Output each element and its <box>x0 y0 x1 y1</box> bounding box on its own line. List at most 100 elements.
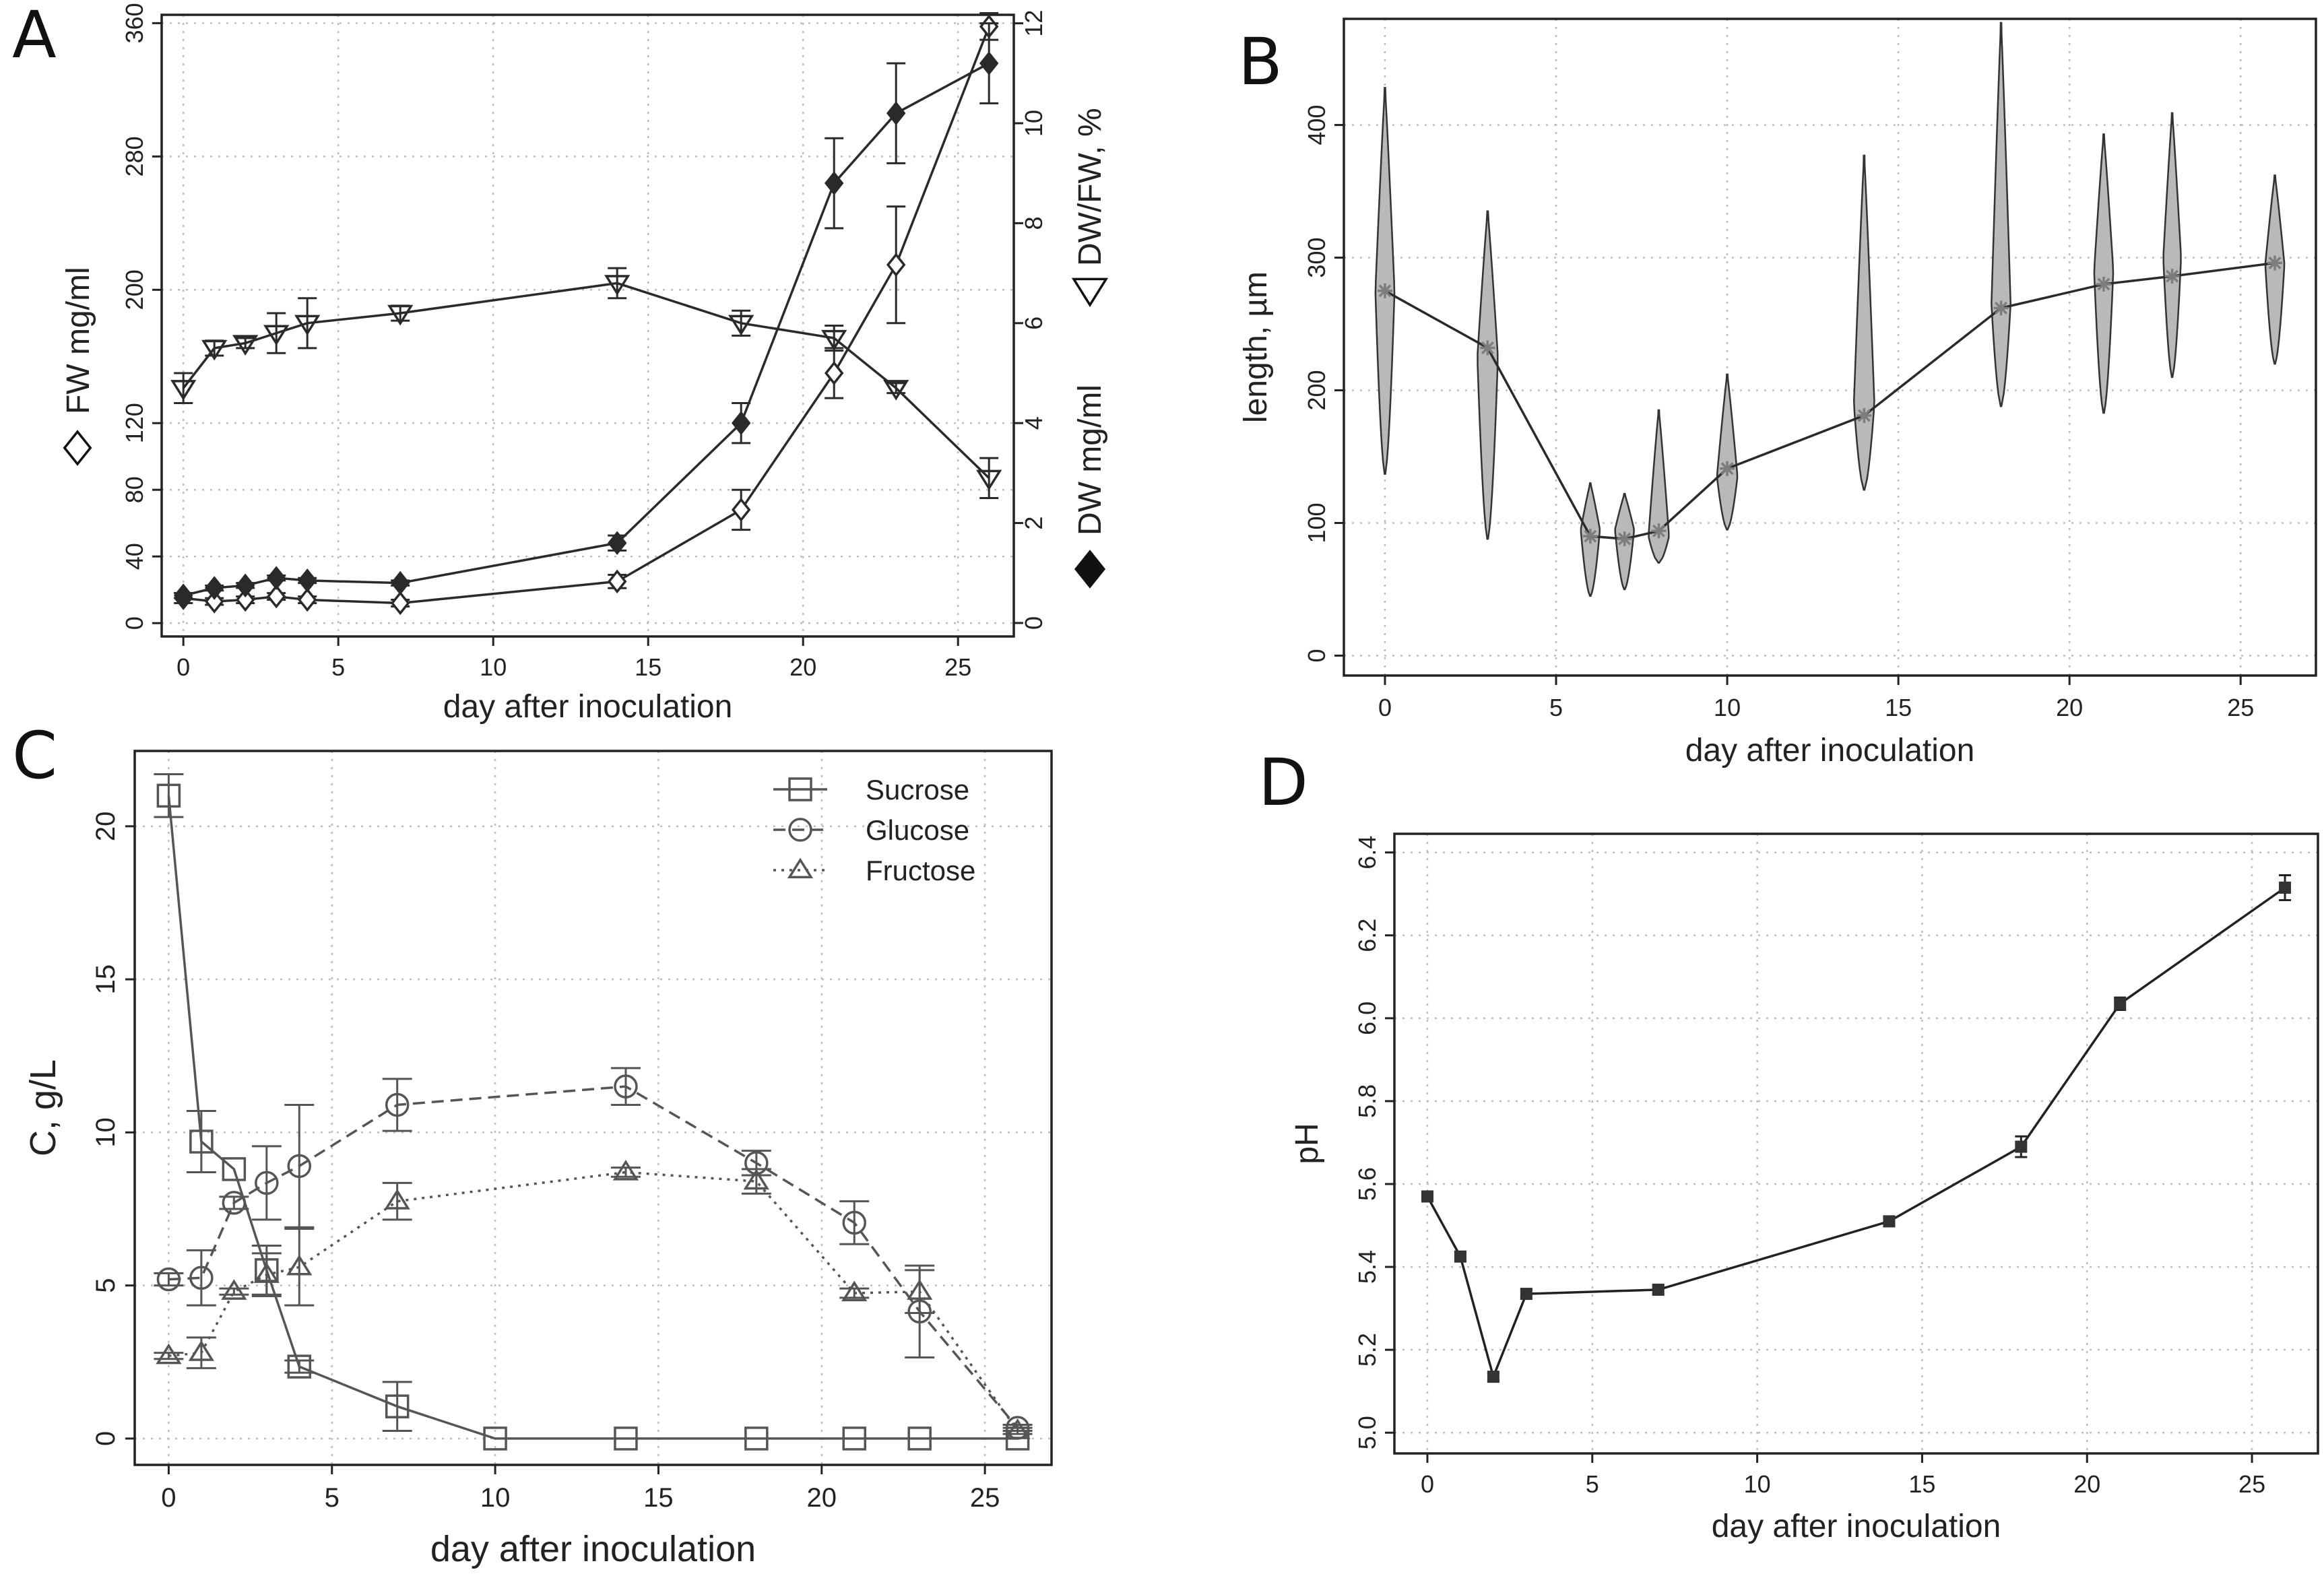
data-point <box>263 325 290 346</box>
mean-marker-stroke <box>2268 256 2282 269</box>
mean-marker <box>2267 255 2283 271</box>
legend-dw-icon <box>1074 550 1106 589</box>
data-point <box>387 304 414 326</box>
x-tick-label: 10 <box>480 1483 511 1513</box>
data-point <box>824 361 844 385</box>
panel-a-chart: 0 5 10 15 20 25 0 40 80 120 200 280 360 0 2 4 6 8 10 12 day … <box>61 3 1109 725</box>
panel-d-chart: 0 5 10 15 20 25 5.0 5.2 5.4 5.6 5.8 6.0 6.2 6.4 day af… <box>1289 832 2319 1544</box>
y-tick-label: 5.2 <box>1353 1333 1381 1367</box>
y-left-axis-title: FW mg/ml <box>61 267 96 414</box>
data-point <box>204 589 224 614</box>
data-point <box>156 783 181 808</box>
mean-marker <box>2096 276 2111 292</box>
x-tick-label: 0 <box>1378 694 1392 721</box>
violin <box>1991 22 2012 407</box>
x-axis-title: day after inoculation <box>430 1529 756 1569</box>
data-point <box>886 253 906 277</box>
legend-marker <box>788 777 812 801</box>
legend-label: Sucrose <box>866 774 969 806</box>
data-point <box>614 1074 638 1098</box>
x-tick-label: 20 <box>807 1483 837 1513</box>
data-point <box>297 587 317 612</box>
data-point <box>728 315 754 336</box>
plot-frame <box>160 13 1015 638</box>
legend-label: Fructose <box>866 855 975 886</box>
data-point <box>286 1254 313 1276</box>
violin <box>1648 409 1670 564</box>
x-tick-label: 25 <box>2238 1470 2265 1498</box>
y-tick-label: 20 <box>91 812 121 842</box>
x-tick-label: 5 <box>331 653 345 681</box>
mean-marker <box>2164 269 2180 284</box>
legend-ratio-icon <box>1071 277 1109 308</box>
data-point <box>266 566 286 590</box>
violin <box>2093 133 2115 414</box>
data-point <box>1421 1190 1433 1203</box>
x-tick-label: 5 <box>1586 1470 1599 1498</box>
y-right-tick-label: 10 <box>1020 110 1047 137</box>
data-point <box>235 587 255 612</box>
y-tick-label: 6.4 <box>1353 836 1381 869</box>
panel-label-d: D <box>1258 745 1308 820</box>
data-point <box>222 1191 247 1215</box>
y-tick-label: 5.6 <box>1353 1167 1381 1201</box>
data-point <box>614 1426 638 1451</box>
y-tick-label: 400 <box>1303 105 1330 145</box>
mean-marker <box>1377 283 1392 298</box>
y-tick-label: 200 <box>1303 370 1330 410</box>
y-tick-label: 5 <box>91 1278 121 1293</box>
mean-marker <box>1993 300 2009 316</box>
data-point <box>841 1280 868 1302</box>
data-point <box>2015 1140 2028 1153</box>
mean-marker <box>1480 340 1495 356</box>
data-point <box>483 1426 507 1451</box>
data-point <box>731 411 751 435</box>
data-point <box>156 1267 181 1292</box>
legend-marker <box>788 818 812 842</box>
x-tick-label: 20 <box>2073 1470 2100 1498</box>
y-left-tick-label: 0 <box>121 616 148 630</box>
mean-marker-stroke <box>1720 462 1734 475</box>
y-right-tick-label: 12 <box>1020 10 1047 37</box>
panel-label-b: B <box>1238 24 1283 100</box>
y-axis-title: pH <box>1289 1123 1325 1164</box>
x-tick-label: 5 <box>1549 694 1563 721</box>
x-tick-label: 20 <box>2056 694 2083 721</box>
data-point <box>883 380 909 401</box>
data-point <box>612 1159 639 1181</box>
y-tick-label: 100 <box>1303 502 1330 543</box>
y-right-tick-label: 2 <box>1020 517 1047 530</box>
data-point <box>976 469 1002 491</box>
plot-frame <box>133 750 1053 1466</box>
x-tick-label: 5 <box>325 1483 340 1513</box>
x-tick-label: 15 <box>1885 694 1912 721</box>
y-right-tick-label: 6 <box>1020 317 1047 330</box>
x-tick-label: 25 <box>2227 694 2254 721</box>
y-left-tick-label: 120 <box>121 403 148 443</box>
data-point <box>385 1394 410 1418</box>
series-line-2 <box>168 1171 1019 1432</box>
mean-line <box>1384 261 2275 540</box>
data-point <box>173 583 193 608</box>
data-point <box>1454 1250 1466 1263</box>
data-point <box>821 329 847 351</box>
data-point <box>842 1426 866 1451</box>
data-point <box>2114 997 2127 1010</box>
x-tick-label: 15 <box>643 1483 674 1513</box>
violin <box>1374 87 1396 475</box>
y-right-axis-title-dw: DW mg/ml <box>1072 385 1108 535</box>
x-tick-label: 15 <box>635 653 661 681</box>
data-point <box>1004 1418 1031 1439</box>
data-point <box>297 568 317 593</box>
data-point <box>390 591 410 616</box>
mean-marker-stroke <box>1481 341 1494 354</box>
data-point <box>188 1340 215 1361</box>
y-right-tick-label: 8 <box>1020 216 1047 230</box>
legend-label: Glucose <box>866 814 969 846</box>
mean-marker-stroke <box>1618 532 1632 546</box>
y-axis-title: length, µm <box>1238 271 1274 423</box>
series-line-0 <box>167 795 1018 1440</box>
data-point <box>385 1092 410 1117</box>
y-tick-label: 10 <box>91 1117 121 1148</box>
data-point <box>384 1189 410 1210</box>
